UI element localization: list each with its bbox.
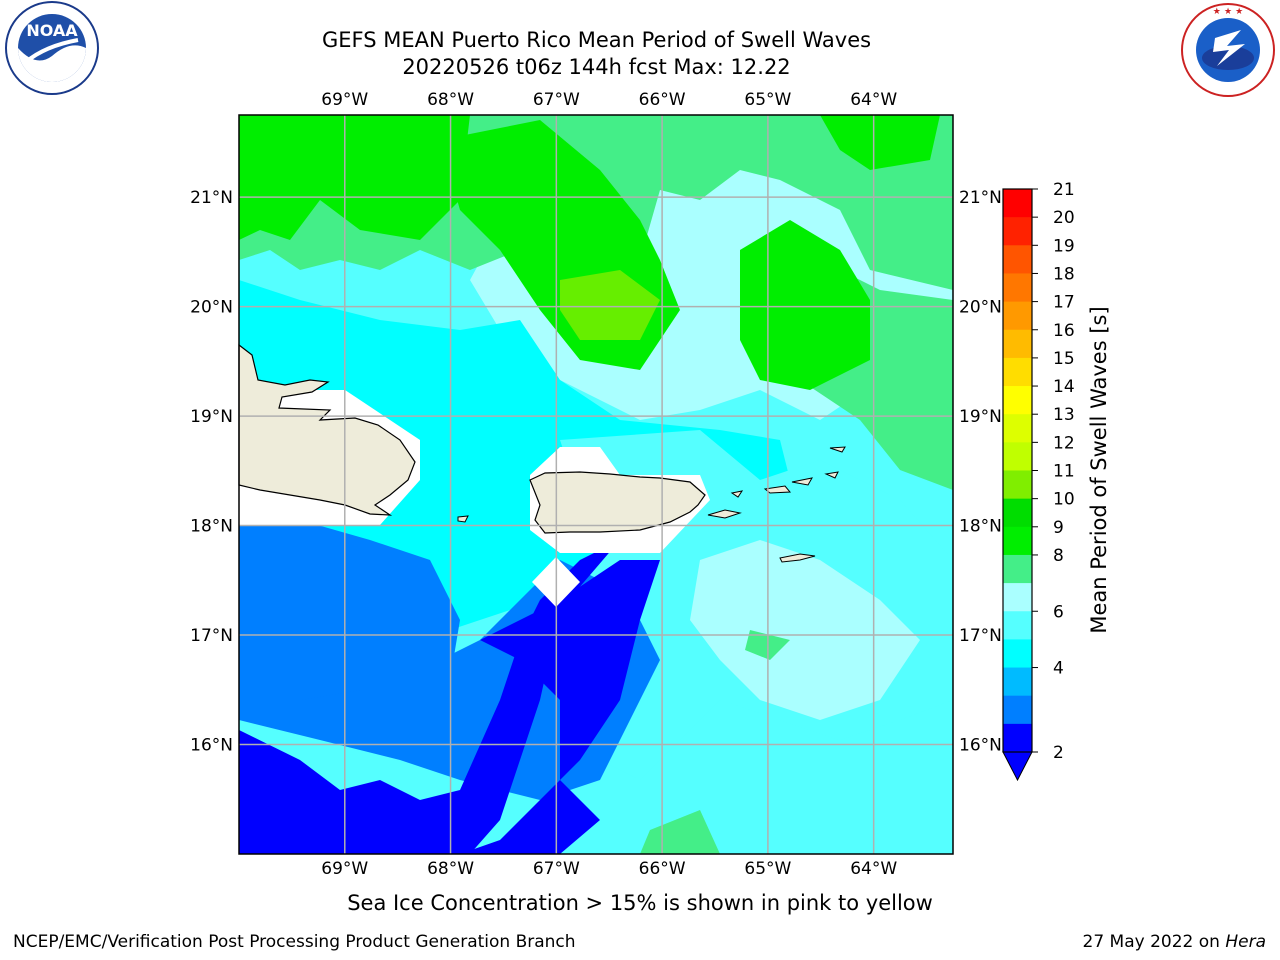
colorbar-swatch-0 bbox=[1003, 189, 1032, 218]
lon-label-top-4: 65°W bbox=[744, 90, 791, 110]
lon-label-top-1: 68°W bbox=[427, 90, 474, 110]
colorbar-swatch-1 bbox=[1003, 217, 1032, 246]
field-contour-13 bbox=[239, 540, 620, 854]
colorbar-swatch-3 bbox=[1003, 273, 1032, 303]
nws-logo: ★ ★ ★ bbox=[1181, 3, 1275, 97]
colorbar-tick-label-0: 21 bbox=[1053, 180, 1075, 200]
colorbar-tick-label-5: 16 bbox=[1053, 321, 1075, 341]
colorbar-label: Mean Period of Swell Waves [s] bbox=[1087, 306, 1111, 633]
land-anguilla bbox=[824, 446, 846, 479]
colorbar-swatch-16 bbox=[1003, 639, 1032, 669]
colorbar-tick-label-8: 13 bbox=[1053, 405, 1075, 425]
lat-label-left-4: 17°N bbox=[190, 626, 233, 646]
footer-date: 27 May 2022 on Hera bbox=[1083, 932, 1267, 952]
colorbar-swatch-17 bbox=[1003, 667, 1032, 697]
colorbar-swatch-13 bbox=[1003, 554, 1032, 584]
noaa-logo: NOAA bbox=[5, 1, 99, 95]
noaa-logo-text: NOAA bbox=[26, 21, 78, 40]
colorbar-swatch-11 bbox=[1003, 498, 1032, 528]
land-puerto-rico bbox=[529, 471, 706, 534]
footer-date-text: 27 May 2022 on bbox=[1082, 932, 1226, 952]
field-contour-3 bbox=[239, 115, 470, 240]
colorbar-tick-label-14: 6 bbox=[1053, 602, 1064, 622]
land-vieques bbox=[707, 509, 742, 519]
colorbar-swatch-12 bbox=[1003, 526, 1032, 556]
colorbar-swatch-6 bbox=[1003, 357, 1032, 387]
lon-label-top-3: 66°W bbox=[639, 90, 686, 110]
colorbar-tick-label-2: 19 bbox=[1053, 236, 1075, 256]
field-contour-5 bbox=[740, 220, 870, 390]
colorbar: 21 20 19 18 17 16 15 14 13 12 11 10 9 8 6 4 2 Mean Period… bbox=[1002, 180, 1111, 782]
field-contour-10 bbox=[239, 500, 460, 720]
colorbar-tick-label-10: 11 bbox=[1053, 462, 1075, 482]
lon-label-top-5: 64°W bbox=[850, 90, 897, 110]
colorbar-swatch-4 bbox=[1003, 301, 1032, 331]
lat-label-right-3: 18°N bbox=[959, 517, 1002, 537]
footer-machine: Hera bbox=[1225, 932, 1266, 952]
lon-label-bottom-1: 68°W bbox=[427, 859, 474, 879]
land-mona bbox=[457, 515, 469, 523]
lat-lon-grid bbox=[239, 115, 953, 854]
colorbar-extend-arrow bbox=[1002, 751, 1033, 782]
chart-title: GEFS MEAN Puerto Rico Mean Period of Swe… bbox=[321, 28, 872, 52]
colorbar-tick-label-11: 10 bbox=[1053, 490, 1075, 510]
colorbar-tick-label-13: 8 bbox=[1053, 546, 1064, 566]
colorbar-swatch-2 bbox=[1003, 245, 1032, 274]
field-contour-14 bbox=[690, 540, 920, 720]
lat-label-left-0: 21°N bbox=[190, 188, 233, 208]
lat-label-right-4: 17°N bbox=[959, 626, 1002, 646]
lon-label-bottom-3: 66°W bbox=[639, 859, 686, 879]
lat-label-left-5: 16°N bbox=[190, 736, 233, 756]
colorbar-swatch-14 bbox=[1003, 583, 1032, 612]
colorbar-tick-label-9: 12 bbox=[1053, 433, 1075, 453]
lat-label-left-1: 20°N bbox=[190, 298, 233, 318]
colorbar-tick-label-3: 18 bbox=[1053, 264, 1075, 284]
colorbar-swatch-7 bbox=[1003, 386, 1032, 415]
colorbar-swatch-18 bbox=[1003, 695, 1032, 725]
field-contour-6 bbox=[820, 115, 940, 170]
lon-label-bottom-5: 64°W bbox=[850, 859, 897, 879]
land-layer bbox=[238, 343, 846, 563]
lat-label-right-0: 21°N bbox=[959, 188, 1002, 208]
lat-label-right-1: 20°N bbox=[959, 298, 1002, 318]
colorbar-swatch-8 bbox=[1003, 414, 1032, 443]
lon-label-top-0: 69°W bbox=[321, 90, 368, 110]
chart-subtitle: 20220526 t06z 144h fcst Max: 12.22 bbox=[402, 55, 791, 79]
colorbar-swatch-5 bbox=[1003, 329, 1032, 359]
lon-label-bottom-2: 67°W bbox=[533, 859, 580, 879]
land-hispaniola bbox=[238, 343, 416, 516]
colorbar-tick-label-1: 20 bbox=[1053, 208, 1075, 228]
lat-label-left-3: 18°N bbox=[190, 517, 233, 537]
footer-credit: NCEP/EMC/Verification Post Processing Pr… bbox=[13, 932, 576, 952]
colorbar-tick-label-16: 2 bbox=[1053, 743, 1064, 763]
field-contour-15 bbox=[640, 810, 720, 854]
colorbar-swatch-19 bbox=[1003, 723, 1032, 753]
colorbar-swatch-9 bbox=[1003, 442, 1032, 471]
lon-label-bottom-0: 69°W bbox=[321, 859, 368, 879]
colorbar-swatch-10 bbox=[1003, 470, 1032, 500]
lon-label-top-2: 67°W bbox=[533, 90, 580, 110]
field-contour-7 bbox=[560, 270, 660, 340]
map-frame bbox=[238, 114, 954, 855]
swell-period-field bbox=[239, 115, 953, 854]
colorbar-tick-label-4: 17 bbox=[1053, 293, 1075, 313]
lat-label-right-5: 16°N bbox=[959, 736, 1002, 756]
nws-ring-text: ★ ★ ★ bbox=[1213, 7, 1243, 17]
colorbar-tick-label-7: 14 bbox=[1053, 377, 1075, 397]
colorbar-tick-label-15: 4 bbox=[1053, 659, 1064, 679]
lon-label-bottom-4: 65°W bbox=[744, 859, 791, 879]
lat-label-right-2: 19°N bbox=[959, 407, 1002, 427]
axis-labels: 69°W 69°W 68°W 68°W 67°W 67°W 66°W 66°W 65°W 65°W… bbox=[190, 90, 1002, 879]
colorbar-tick-label-6: 15 bbox=[1053, 349, 1075, 369]
colorbar-swatch-15 bbox=[1003, 611, 1032, 640]
lat-label-left-2: 19°N bbox=[190, 407, 233, 427]
sea-ice-note: Sea Ice Concentration > 15% is shown in … bbox=[347, 891, 933, 915]
land-st-croix bbox=[779, 553, 816, 563]
colorbar-tick-label-12: 9 bbox=[1053, 518, 1064, 538]
